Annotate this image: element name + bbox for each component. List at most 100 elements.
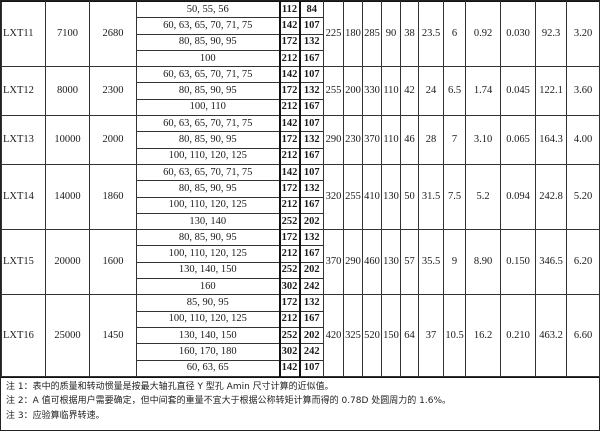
dimension-value-cell: 200 bbox=[343, 66, 363, 117]
bore-length-l1-cell: 172 bbox=[278, 131, 301, 149]
max-speed-cell: 2680 bbox=[89, 0, 137, 68]
dimension-value-cell: 320 bbox=[323, 163, 344, 231]
nominal-torque-cell: 8000 bbox=[45, 66, 90, 117]
nominal-torque-cell: 25000 bbox=[45, 294, 90, 377]
bore-length-l1-cell: 252 bbox=[278, 326, 301, 345]
bore-length-l1-cell: 302 bbox=[278, 278, 301, 296]
bore-diameter-cell: 80, 85, 90, 95 bbox=[136, 229, 280, 247]
dimension-value-cell: 5.2 bbox=[465, 163, 501, 231]
dimension-value-cell: 290 bbox=[343, 229, 363, 296]
table-row: 80, 85, 90, 95 172 132 bbox=[2, 33, 600, 51]
bore-length-l1-cell: 212 bbox=[278, 196, 301, 214]
table-row: 100, 110, 120, 125 212 167 bbox=[2, 196, 600, 214]
bore-length-l2-cell: 167 bbox=[299, 245, 324, 263]
dimension-value-cell: 46 bbox=[400, 115, 419, 165]
table-row: 80, 85, 90, 95 172 132 bbox=[2, 131, 600, 149]
dimension-value-cell: 325 bbox=[343, 294, 363, 377]
table-row: 100 212 167 bbox=[2, 49, 600, 68]
bore-length-l2-cell: 202 bbox=[299, 212, 324, 231]
bore-diameter-cell: 60, 63, 65, 70, 71, 75 bbox=[136, 66, 280, 84]
bore-diameter-cell: 130, 140, 150 bbox=[136, 326, 280, 345]
dimension-value-cell: 122.1 bbox=[535, 66, 567, 117]
dimension-value-cell: 410 bbox=[362, 163, 382, 231]
dimension-value-cell: 285 bbox=[362, 0, 382, 68]
bore-length-l2-cell: 84 bbox=[299, 0, 324, 19]
max-speed-cell: 2300 bbox=[89, 66, 137, 117]
dimension-value-cell: 24 bbox=[418, 66, 444, 117]
dimension-value-cell: 164.3 bbox=[535, 115, 567, 165]
bore-length-l1-cell: 172 bbox=[278, 82, 301, 100]
dimension-value-cell: 42 bbox=[400, 66, 419, 117]
dimension-value-cell: 1.74 bbox=[465, 66, 501, 117]
dimension-value-cell: 6.60 bbox=[566, 294, 600, 377]
table-row: 100, 110, 120, 125 212 167 bbox=[2, 147, 600, 165]
bore-diameter-cell: 100 bbox=[136, 49, 280, 68]
model-cell: LXT14 bbox=[1, 163, 46, 231]
nominal-torque-cell: 7100 bbox=[45, 0, 90, 68]
bore-diameter-cell: 160, 170, 180 bbox=[136, 343, 280, 361]
bore-length-l2-cell: 202 bbox=[299, 326, 324, 345]
bore-diameter-cell: 60, 63, 65 bbox=[136, 359, 280, 377]
model-cell: LXT15 bbox=[1, 229, 46, 296]
bore-diameter-cell: 160 bbox=[136, 278, 280, 296]
bore-length-l2-cell: 132 bbox=[299, 294, 324, 312]
bore-length-l2-cell: 132 bbox=[299, 33, 324, 51]
dimension-value-cell: 180 bbox=[343, 0, 363, 68]
dimension-value-cell: 255 bbox=[343, 163, 363, 231]
dimension-value-cell: 23.5 bbox=[418, 0, 444, 68]
bore-length-l1-cell: 142 bbox=[278, 163, 301, 182]
bore-length-l1-cell: 302 bbox=[278, 343, 301, 361]
table-row: 130, 140 252 202 bbox=[2, 212, 600, 231]
dimension-value-cell: 463.2 bbox=[535, 294, 567, 377]
bore-diameter-cell: 130, 140, 150 bbox=[136, 261, 280, 280]
nominal-torque-cell: 10000 bbox=[45, 115, 90, 165]
dimension-value-cell: 5.20 bbox=[566, 163, 600, 231]
bore-length-l2-cell: 107 bbox=[299, 66, 324, 84]
dimension-value-cell: 4.00 bbox=[566, 115, 600, 165]
dimension-value-cell: 10.5 bbox=[443, 294, 466, 377]
bore-length-l2-cell: 202 bbox=[299, 261, 324, 280]
table-row: LXT14 14000 1860 60, 63, 65, 70, 71, 75 142 1… bbox=[1, 163, 600, 231]
bore-diameter-cell: 60, 63, 65, 70, 71, 75 bbox=[136, 163, 280, 182]
bore-length-l1-cell: 172 bbox=[278, 229, 301, 247]
bore-length-l1-cell: 172 bbox=[278, 294, 301, 312]
max-speed-cell: 2000 bbox=[89, 115, 137, 165]
table-row: 100, 110, 120, 125 212 167 bbox=[2, 310, 600, 328]
table-row: 60, 63, 65, 70, 71, 75 142 107 bbox=[2, 17, 600, 35]
nominal-torque-cell: 20000 bbox=[45, 229, 90, 296]
bore-length-l1-cell: 172 bbox=[278, 33, 301, 51]
bore-diameter-cell: 100, 110, 120, 125 bbox=[136, 196, 280, 214]
bore-length-l2-cell: 132 bbox=[299, 180, 324, 198]
bore-diameter-cell: 100, 110, 120, 125 bbox=[136, 147, 280, 165]
footnote-3: 注 3：应验算临界转速。 bbox=[6, 410, 105, 421]
dimension-value-cell: 0.045 bbox=[500, 66, 536, 117]
bore-length-l1-cell: 172 bbox=[278, 180, 301, 198]
table-row: 60, 63, 65 142 107 bbox=[2, 359, 600, 377]
dimension-value-cell: 64 bbox=[400, 294, 419, 377]
bore-diameter-cell: 100, 110 bbox=[136, 98, 280, 117]
bore-diameter-cell: 80, 85, 90, 95 bbox=[136, 82, 280, 100]
bore-length-l1-cell: 142 bbox=[278, 359, 301, 377]
table-row: LXT15 20000 1600 80, 85, 90, 95 172 132 370 290… bbox=[1, 229, 600, 296]
bore-diameter-cell: 100, 110, 120, 125 bbox=[136, 310, 280, 328]
dimension-value-cell: 460 bbox=[362, 229, 382, 296]
dimension-value-cell: 520 bbox=[362, 294, 382, 377]
bore-length-l2-cell: 132 bbox=[299, 131, 324, 149]
bore-diameter-cell: 80, 85, 90, 95 bbox=[136, 131, 280, 149]
table-row: LXT11 7100 2680 50, 55, 56 112 84 225 180 285 90 3… bbox=[1, 0, 600, 68]
dimension-value-cell: 370 bbox=[362, 115, 382, 165]
footnote-2: 注 2：A 值可根据用户需要确定，但中间套的重量不宜大于根据公称转矩计算而得的 … bbox=[6, 396, 452, 407]
dimension-value-cell: 370 bbox=[323, 229, 344, 296]
dimension-value-cell: 0.094 bbox=[500, 163, 536, 231]
max-speed-cell: 1450 bbox=[89, 294, 137, 377]
dimension-value-cell: 57 bbox=[400, 229, 419, 296]
dimension-value-cell: 7.5 bbox=[443, 163, 466, 231]
table-row: 80, 85, 90, 95 172 132 bbox=[2, 180, 600, 198]
dimension-value-cell: 31.5 bbox=[418, 163, 444, 231]
bore-length-l2-cell: 132 bbox=[299, 82, 324, 100]
model-cell: LXT12 bbox=[1, 66, 46, 117]
table-row: 160, 170, 180 302 242 bbox=[2, 343, 600, 361]
dimension-value-cell: 0.92 bbox=[465, 0, 501, 68]
coupling-spec-table: LXT11 7100 2680 50, 55, 56 112 84 225 180 285 90 3… bbox=[1, 0, 600, 377]
